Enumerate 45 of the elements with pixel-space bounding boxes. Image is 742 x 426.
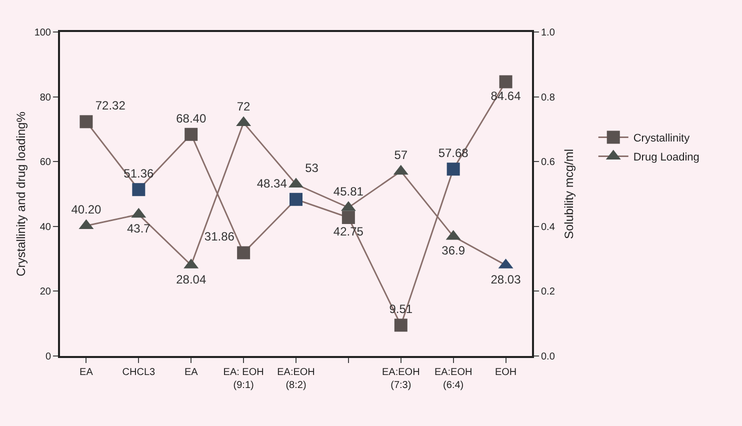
x-tick-label: EA:EOH(6:4) [434,367,472,391]
point [342,210,355,224]
y-axis-title: Crystallinity and drug loading% [14,111,28,276]
data-label: 72.32 [95,98,126,113]
y2-tick-label: 0.6 [541,157,556,168]
point [184,128,198,141]
data-label: 45.81 [333,184,364,198]
legend-label: Crystallinity [633,132,690,145]
data-label: 53 [305,161,319,176]
y-tick-label: 20 [40,286,52,298]
data-label: 57 [394,148,408,162]
legend-label: Drug Loading [633,152,700,164]
y2-axis-title: Solubility mcg/ml [562,148,576,240]
y2-tick-label: 0.8 [541,92,556,104]
point [237,246,250,260]
x-tick-label: EA [184,367,198,378]
data-label: 40.20 [71,202,102,217]
y2-tick-label: 0.0 [541,352,556,362]
x-tick-label: EOH [494,367,517,378]
data-label: 43.7 [126,222,151,236]
y2-tick-label: 1.0 [541,28,556,38]
x-tick-label: CHCL3 [122,367,156,378]
data-label: 36.9 [442,244,466,258]
point [290,192,302,206]
data-label: 72 [236,100,251,114]
y-tick-label: 60 [40,157,52,168]
x-tick-label: EA:EOH(7:3) [382,367,420,391]
y2-tick-label: 0.2 [541,286,556,298]
point [446,162,460,176]
x-tick-label: EA: EOH (9:1) [223,367,264,391]
point [80,115,93,128]
x-tick-label: EA:EOH (8:2) [277,367,315,391]
y2-tick-label: 0.4 [541,222,556,233]
y-tick-label: 40 [40,222,52,233]
x-tick-label: EA [80,367,94,378]
data-label: 68.40 [176,111,206,126]
y-tick-label: 80 [40,92,52,104]
data-label: 28.04 [176,272,206,286]
data-label: 48.34 [256,176,288,190]
y-tick-label: 100 [34,28,52,38]
data-label: 28.03 [490,272,522,286]
y-tick-label: 0 [45,352,52,362]
data-label: 31.86 [204,230,235,244]
point [132,183,146,196]
point [499,75,512,88]
